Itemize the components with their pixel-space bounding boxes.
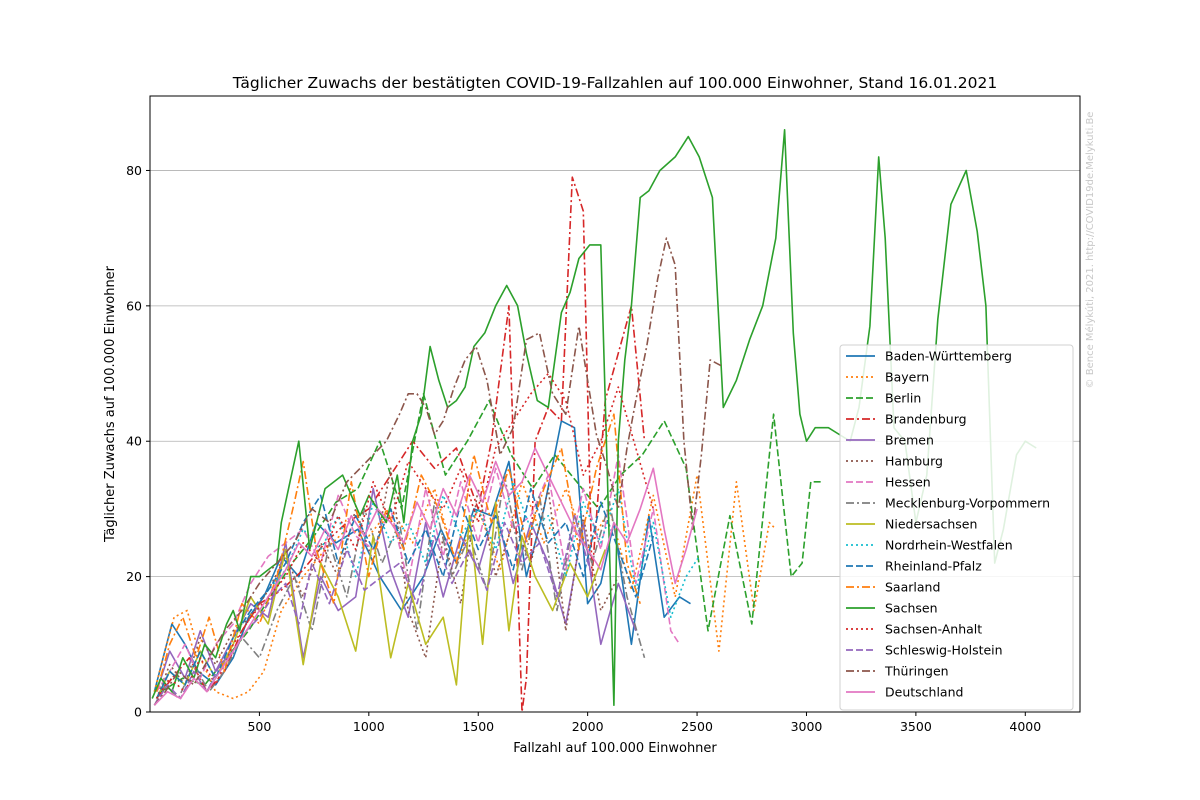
legend-label: Schleswig-Holstein: [885, 643, 1003, 658]
plot-frame: [149, 95, 1081, 713]
legend-label: Sachsen-Anhalt: [885, 622, 982, 637]
series-line-deutschland: [153, 447, 698, 706]
legend-label: Rheinland-Pfalz: [885, 559, 982, 574]
chart-title: Täglicher Zuwachs der bestätigten COVID-…: [232, 74, 997, 92]
y-tick-label: 20: [126, 569, 142, 584]
x-tick-label: 3500: [900, 719, 932, 734]
y-axis-label: Täglicher Zuwachs auf 100.000 Einwohner: [103, 265, 118, 543]
legend-label: Hessen: [885, 475, 931, 490]
legend-label: Berlin: [885, 391, 921, 406]
x-tick-label: 1000: [353, 719, 385, 734]
x-axis-label: Fallzahl auf 100.000 Einwohner: [513, 741, 717, 756]
legend-label: Bayern: [885, 370, 929, 385]
x-tick-label: 4000: [1009, 719, 1041, 734]
series-line-sachsen: [151, 129, 1037, 707]
legend: Baden-Württemberg Bayern Berlin Brandenburg…: [839, 344, 1074, 711]
y-tick-label: 40: [126, 434, 142, 449]
series-line-saarland: [155, 413, 641, 692]
legend-label: Sachsen: [885, 601, 938, 616]
y-axis: 0 20 40 60 80: [126, 163, 150, 720]
legend-label: Thüringen: [884, 664, 949, 679]
legend-label: Baden-Württemberg: [885, 349, 1012, 364]
series-line-rheinland-pfalz: [155, 487, 655, 699]
legend-label: Niedersachsen: [885, 517, 977, 532]
series-layer: [151, 129, 1037, 712]
credit-watermark: © Bence Mélykúti, 2021. http://COVID19de…: [1084, 112, 1096, 389]
series-line-niedersachsen: [155, 501, 606, 699]
series-line-bayern: [153, 474, 777, 700]
legend-label: Deutschland: [885, 685, 963, 700]
x-tick-label: 3000: [791, 719, 823, 734]
legend-label: Mecklenburg-Vorpommern: [885, 496, 1050, 511]
legend-label: Nordrhein-Westfalen: [885, 538, 1013, 553]
x-tick-label: 500: [247, 719, 271, 734]
legend-box: [839, 344, 1074, 711]
legend-label: Saarland: [885, 580, 940, 595]
legend-label: Hamburg: [885, 454, 943, 469]
x-tick-label: 1500: [462, 719, 494, 734]
x-tick-label: 2500: [681, 719, 713, 734]
series-line-brandenburg: [155, 176, 646, 712]
x-axis: 500 1000 1500 2000 2500 3000 3500 4000: [247, 712, 1041, 734]
legend-label: Bremen: [885, 433, 934, 448]
y-tick-label: 80: [126, 163, 142, 178]
y-tick-label: 0: [134, 705, 142, 720]
series-line-th-ringen: [153, 237, 724, 706]
x-tick-label: 2000: [572, 719, 604, 734]
series-line-hamburg: [155, 467, 620, 699]
y-tick-label: 60: [126, 298, 142, 313]
legend-label: Brandenburg: [885, 412, 967, 427]
series-line-mecklenburg-vorpommern: [153, 474, 646, 706]
